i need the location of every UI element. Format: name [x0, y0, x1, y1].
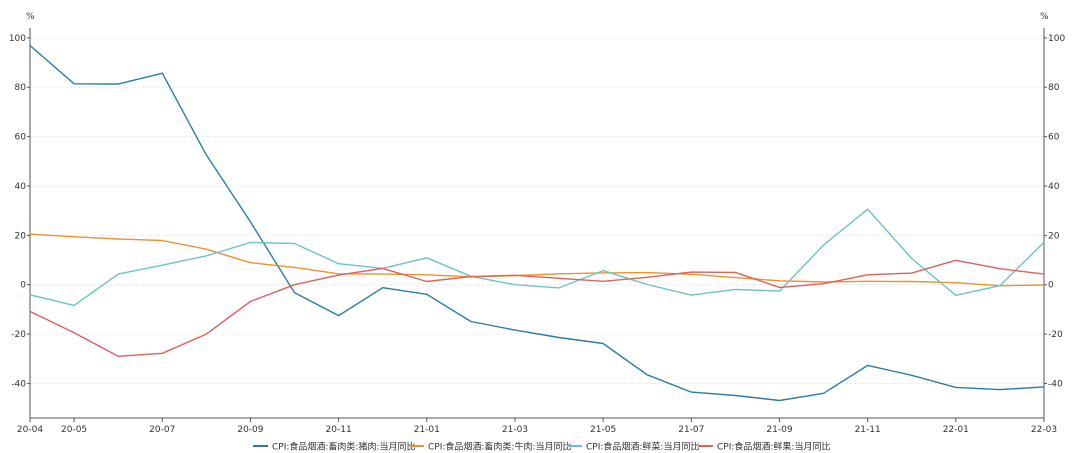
- series-line-2: [29, 233, 1045, 287]
- x-tick-label: 22-03: [1031, 425, 1057, 435]
- y-tick-label-right: 60: [1048, 133, 1060, 143]
- y-tick-label-left: 40: [15, 182, 27, 192]
- legend: CPI:食品烟酒:畜肉类:猪肉:当月同比 CPI:食品烟酒:畜肉类:牛肉:当月同比…: [253, 441, 830, 453]
- legend-label: CPI:食品烟酒:畜肉类:牛肉:当月同比: [428, 441, 572, 453]
- y-tick-label-right: 80: [1048, 83, 1060, 93]
- y-tick-label-left: -40: [11, 379, 26, 389]
- legend-label: CPI:食品烟酒:鲜果:当月同比: [717, 441, 830, 453]
- legend-label: CPI:食品烟酒:鲜菜:当月同比: [586, 441, 699, 453]
- x-tick-label: 21-07: [678, 425, 704, 435]
- y-tick-label-right: 100: [1048, 34, 1065, 44]
- y-tick-label-left: 60: [15, 133, 27, 143]
- y-tick-label-left: 100: [9, 34, 26, 44]
- y-tick-label-right: 20: [1048, 231, 1060, 241]
- series-line-3: [29, 208, 1045, 307]
- y-tick-label-left: -20: [11, 330, 26, 340]
- x-tick-label: 20-05: [61, 425, 87, 435]
- y-tick-labels-left: -40 -20 0 20 40 60 80 100: [9, 34, 30, 389]
- series-line-4: [29, 259, 1045, 357]
- x-tick-label: 20-07: [149, 425, 175, 435]
- x-tick-label: 22-01: [943, 425, 969, 435]
- y-tick-label-left: 0: [20, 281, 26, 291]
- legend-label: CPI:食品烟酒:畜肉类:猪肉:当月同比: [272, 441, 416, 453]
- x-tick-labels: 20-04 20-05 20-07 20-09 20-11 21-01 21-03 21-05…: [17, 418, 1057, 435]
- x-tick-label: 20-09: [237, 425, 263, 435]
- legend-item[interactable]: CPI:食品烟酒:鲜果:当月同比: [698, 441, 830, 453]
- y-tick-label-right: 0: [1048, 281, 1054, 291]
- x-tick-label: 20-04: [17, 425, 43, 435]
- y-tick-label-left: 20: [15, 231, 27, 241]
- y-tick-label-right: 40: [1048, 182, 1060, 192]
- y-tick-label-right: -20: [1048, 330, 1063, 340]
- x-tick-label: 20-11: [326, 425, 352, 435]
- x-tick-label: 21-01: [414, 425, 440, 435]
- series-line-1: [29, 44, 1045, 402]
- x-tick-label: 21-05: [590, 425, 616, 435]
- series-lines: [29, 44, 1045, 402]
- y-tick-label-right: -40: [1048, 379, 1063, 389]
- y-tick-labels-right: -40 -20 0 20 40 60 80 100: [1044, 34, 1065, 389]
- legend-item[interactable]: CPI:食品烟酒:鲜菜:当月同比: [567, 441, 699, 453]
- x-tick-label: 21-11: [855, 425, 881, 435]
- y-unit-right: %: [1040, 12, 1049, 22]
- y-unit-left: %: [26, 12, 35, 22]
- grid-lines: [30, 37, 1044, 384]
- y-tick-label-left: 80: [15, 83, 27, 93]
- x-tick-label: 21-09: [766, 425, 792, 435]
- axes: [29, 28, 1045, 419]
- legend-item[interactable]: CPI:食品烟酒:畜肉类:牛肉:当月同比: [409, 441, 572, 453]
- legend-item[interactable]: CPI:食品烟酒:畜肉类:猪肉:当月同比: [253, 441, 416, 453]
- x-tick-label: 21-03: [502, 425, 528, 435]
